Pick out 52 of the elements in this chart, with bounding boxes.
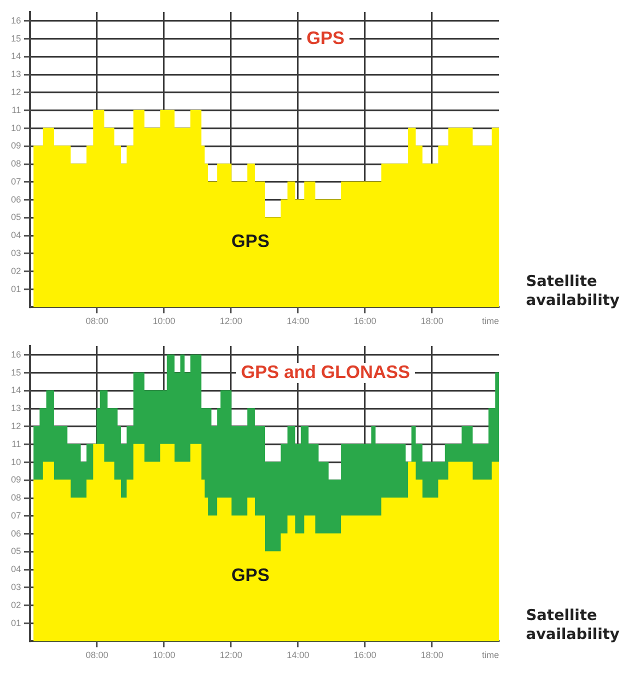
text: GPS and GLONASS — [240, 362, 410, 382]
x-tick-label: 18:00 — [420, 650, 444, 660]
y-tick-label: 10 — [10, 122, 22, 133]
x-tick-label: 18:00 — [420, 316, 444, 326]
y-tick-label: 09 — [10, 474, 22, 485]
y-tick-label: 13 — [10, 403, 22, 414]
y-tick-label: 04 — [10, 230, 22, 240]
x-tick-label: 12:00 — [220, 650, 242, 660]
y-tick-label: 06 — [10, 528, 22, 538]
y-tick-label: 04 — [10, 564, 22, 574]
y-tick-label: 08 — [10, 492, 22, 503]
y-tick-label: 05 — [10, 546, 22, 556]
x-tick-label: 16:00 — [354, 650, 376, 660]
y-tick-label: 14 — [10, 385, 22, 396]
x-tick-label: 14:00 — [286, 650, 310, 660]
y-tick-label: 03 — [10, 582, 22, 592]
x-tick-label: 14:00 — [286, 316, 310, 326]
x-axis-title: time — [482, 316, 499, 326]
y-tick-label: 08 — [10, 158, 22, 169]
series-label: GPS — [231, 565, 270, 586]
x-tick-label: 12:00 — [220, 316, 242, 326]
y-tick-label: 16 — [10, 15, 22, 26]
text: Satellite availability — [526, 272, 621, 310]
y-tick-label: 02 — [10, 600, 22, 610]
y-tick-label: 03 — [10, 248, 22, 258]
x-tick-label: 08:00 — [86, 316, 108, 326]
text: GPS — [306, 28, 344, 48]
y-tick-label: 07 — [10, 510, 22, 520]
y-tick-label: 05 — [10, 212, 22, 222]
x-tick-label: 10:00 — [152, 316, 176, 326]
y-tick-label: 09 — [10, 140, 22, 151]
y-tick-label: 14 — [10, 51, 22, 62]
y-tick-label: 07 — [10, 176, 22, 186]
y-tick-label: 02 — [10, 266, 22, 276]
y-tick-label: 11 — [12, 438, 22, 449]
y-tick-label: 11 — [12, 104, 22, 115]
y-tick-label: 10 — [10, 456, 22, 467]
x-axis-title: time — [482, 650, 499, 660]
series-label: GPS — [231, 231, 270, 252]
x-tick-label: 10:00 — [152, 650, 176, 660]
x-tick-label: 08:00 — [86, 650, 108, 660]
y-tick-label: 16 — [10, 349, 22, 360]
y-tick-label: 01 — [10, 284, 22, 294]
y-tick-label: 15 — [10, 33, 22, 44]
y-tick-label: 12 — [10, 86, 22, 97]
y-tick-label: 06 — [10, 194, 22, 204]
y-tick-label: 01 — [10, 618, 22, 628]
y-tick-label: 13 — [10, 69, 22, 80]
text: Satellite availability — [526, 606, 621, 644]
y-tick-label: 15 — [10, 367, 22, 378]
x-tick-label: 16:00 — [354, 316, 376, 326]
y-tick-label: 12 — [10, 420, 22, 431]
